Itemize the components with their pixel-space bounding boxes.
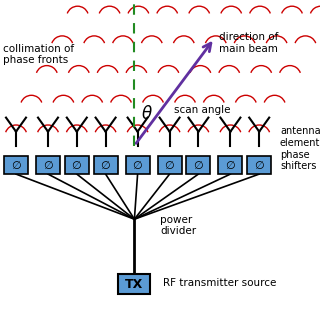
Bar — [125, 156, 150, 174]
Bar — [218, 156, 243, 174]
Text: RF transmitter source: RF transmitter source — [163, 278, 276, 288]
Bar — [94, 156, 118, 174]
Bar — [186, 156, 211, 174]
Text: $\emptyset$: $\emptyset$ — [43, 159, 53, 171]
Text: scan angle: scan angle — [174, 105, 231, 116]
Bar — [247, 156, 271, 174]
Text: $\emptyset$: $\emptyset$ — [71, 159, 82, 171]
Text: $\emptyset$: $\emptyset$ — [100, 159, 111, 171]
Text: $\emptyset$: $\emptyset$ — [193, 159, 204, 171]
Text: $\theta$: $\theta$ — [141, 105, 153, 123]
Text: $\emptyset$: $\emptyset$ — [164, 159, 175, 171]
Bar — [158, 156, 182, 174]
Text: collimation of
phase fronts: collimation of phase fronts — [3, 44, 74, 65]
Bar — [65, 156, 89, 174]
Bar — [4, 156, 28, 174]
Text: $\emptyset$: $\emptyset$ — [225, 159, 236, 171]
Text: direction of
main beam: direction of main beam — [219, 32, 279, 53]
Text: $\emptyset$: $\emptyset$ — [132, 159, 143, 171]
Text: antenna
elements
phase
shifters: antenna elements phase shifters — [280, 126, 320, 171]
Text: $\emptyset$: $\emptyset$ — [254, 159, 265, 171]
Text: $\emptyset$: $\emptyset$ — [11, 159, 21, 171]
Text: TX: TX — [125, 277, 144, 291]
Text: power
divider: power divider — [160, 215, 196, 236]
Bar — [36, 156, 60, 174]
Bar — [118, 274, 150, 294]
